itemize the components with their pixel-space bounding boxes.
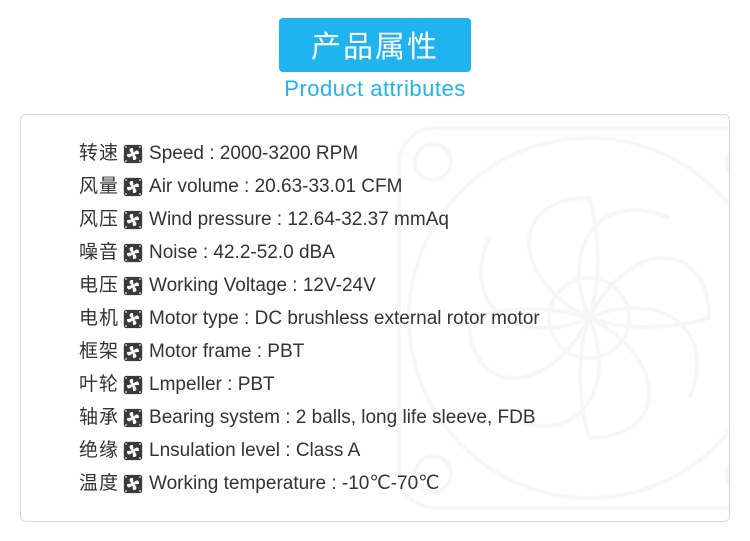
title-cn-badge: 产品属性 — [279, 18, 471, 72]
attribute-row: 框架 Motor frame : PBT — [79, 335, 729, 368]
attr-label-cn: 转速 — [79, 144, 119, 163]
title-en: Product attributes — [0, 76, 750, 102]
attr-label-cn: 风量 — [79, 177, 119, 196]
attr-label-en: Working Voltage : 12V-24V — [149, 276, 376, 295]
attr-label-cn: 风压 — [79, 210, 119, 229]
fan-icon — [123, 408, 143, 428]
fan-icon — [123, 210, 143, 230]
fan-icon — [123, 177, 143, 197]
page: 产品属性 Product attributes — [0, 0, 750, 541]
attr-label-cn: 噪音 — [79, 243, 119, 262]
attr-label-en: Air volume : 20.63-33.01 CFM — [149, 177, 402, 196]
attr-label-en: Noise : 42.2-52.0 dBA — [149, 243, 335, 262]
attribute-row: 转速 Speed : 2000-3200 RPM — [79, 137, 729, 170]
attribute-row: 风压 Wind pressure : 12.64-32.37 mmAq — [79, 203, 729, 236]
fan-icon — [123, 441, 143, 461]
attr-label-en: Lnsulation level : Class A — [149, 441, 360, 460]
fan-icon — [123, 474, 143, 494]
title-block: 产品属性 Product attributes — [0, 18, 750, 102]
attribute-rows: 转速 Speed : 2000-3200 RPM 风量 Air volume : 20… — [21, 115, 729, 500]
attr-label-cn: 电机 — [79, 309, 119, 328]
attribute-row: 风量 Air volume : 20.63-33.01 CFM — [79, 170, 729, 203]
fan-icon — [123, 243, 143, 263]
attr-label-cn: 温度 — [79, 474, 119, 493]
attr-label-cn: 绝缘 — [79, 441, 119, 460]
attr-label-en: Lmpeller : PBT — [149, 375, 275, 394]
attr-label-en: Bearing system : 2 balls, long life slee… — [149, 408, 536, 427]
attr-label-cn: 框架 — [79, 342, 119, 361]
fan-icon — [123, 342, 143, 362]
attributes-panel: 转速 Speed : 2000-3200 RPM 风量 Air volume : 20… — [20, 114, 730, 522]
attribute-row: 温度 Working temperature : -10℃-70℃ — [79, 467, 729, 500]
attr-label-cn: 电压 — [79, 276, 119, 295]
fan-icon — [123, 375, 143, 395]
attr-label-cn: 轴承 — [79, 408, 119, 427]
attr-label-cn: 叶轮 — [79, 375, 119, 394]
fan-icon — [123, 276, 143, 296]
fan-icon — [123, 144, 143, 164]
attribute-row: 噪音 Noise : 42.2-52.0 dBA — [79, 236, 729, 269]
fan-icon — [123, 309, 143, 329]
attribute-row: 绝缘 Lnsulation level : Class A — [79, 434, 729, 467]
attr-label-en: Motor frame : PBT — [149, 342, 304, 361]
attribute-row: 电压 Working Voltage : 12V-24V — [79, 269, 729, 302]
attribute-row: 电机 Motor type : DC brushless external rot… — [79, 302, 729, 335]
attr-label-en: Motor type : DC brushless external rotor… — [149, 309, 540, 328]
attr-label-en: Working temperature : -10℃-70℃ — [149, 474, 440, 493]
attribute-row: 叶轮 Lmpeller : PBT — [79, 368, 729, 401]
attr-label-en: Speed : 2000-3200 RPM — [149, 144, 358, 163]
attr-label-en: Wind pressure : 12.64-32.37 mmAq — [149, 210, 449, 229]
attribute-row: 轴承 Bearing system : 2 balls, long life sl… — [79, 401, 729, 434]
